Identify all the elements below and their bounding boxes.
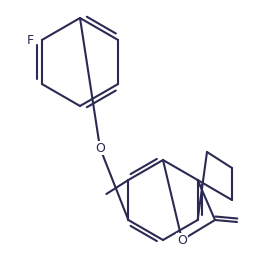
Text: O: O [95, 141, 105, 154]
Text: O: O [177, 233, 187, 246]
Text: F: F [27, 33, 34, 47]
